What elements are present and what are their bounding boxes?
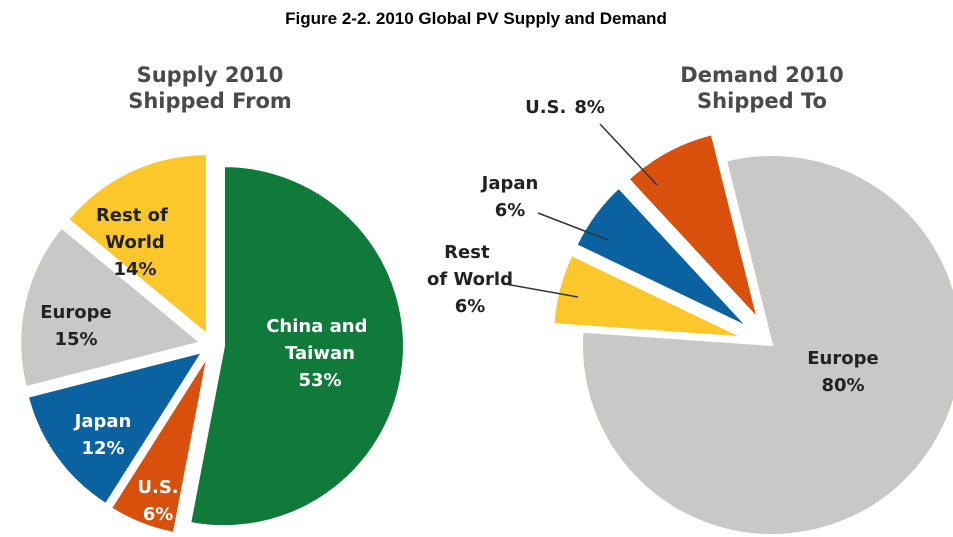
slice-label: Japan 12% bbox=[73, 411, 132, 459]
slice-category: Rest of World bbox=[427, 242, 513, 290]
pie-slice bbox=[581, 154, 953, 536]
pie-slice bbox=[19, 226, 203, 389]
leader-line bbox=[599, 123, 658, 186]
label-line: Japan bbox=[480, 173, 539, 194]
leader-line bbox=[504, 283, 579, 298]
slice-category: Europe bbox=[807, 348, 878, 369]
label-line: Taiwan bbox=[285, 343, 355, 364]
pie-subtitle: Shipped From bbox=[128, 89, 292, 113]
slice-value: 12% bbox=[81, 438, 124, 459]
slice-label: Rest of World 6% bbox=[427, 242, 513, 317]
slice-category: Japan bbox=[480, 173, 539, 194]
pie-slice bbox=[26, 350, 205, 506]
label-line: Rest of bbox=[96, 205, 174, 226]
label-line: Japan bbox=[73, 411, 132, 432]
label-line: U.S. bbox=[137, 477, 178, 498]
slice-value: 15% bbox=[54, 329, 97, 350]
pie-slice bbox=[109, 355, 209, 535]
slice-label: Europe 80% bbox=[807, 348, 878, 396]
pie-slice bbox=[189, 165, 405, 528]
slice-value: 6% bbox=[495, 200, 526, 221]
pie-title: Demand 2010 bbox=[680, 63, 843, 87]
label-line: China and bbox=[266, 316, 374, 337]
label-line: Europe bbox=[40, 302, 111, 323]
slice-category: Japan bbox=[73, 411, 132, 432]
slice-label: U.S. 8% bbox=[525, 97, 605, 118]
label-line: Rest bbox=[444, 242, 496, 263]
slice-category: Rest of World bbox=[96, 205, 174, 253]
pie-slice bbox=[575, 186, 749, 329]
slice-category: China and Taiwan bbox=[266, 316, 374, 364]
slice-value: 14% bbox=[113, 259, 156, 280]
slice-category: U.S. bbox=[525, 97, 566, 118]
pie-slice bbox=[66, 153, 208, 337]
slice-category: U.S. bbox=[137, 477, 178, 498]
pie-subtitle: Shipped To bbox=[697, 89, 827, 113]
slice-category: Europe bbox=[40, 302, 111, 323]
label-line: of World bbox=[427, 269, 513, 290]
slice-value: 80% bbox=[821, 375, 864, 396]
label-line: World bbox=[105, 232, 165, 253]
slice-value: 8% bbox=[574, 97, 605, 118]
label-line: U.S. bbox=[525, 97, 566, 118]
slice-label: Japan 6% bbox=[480, 173, 539, 221]
slice-value: 6% bbox=[455, 296, 486, 317]
slice-value: 6% bbox=[143, 504, 174, 525]
slice-label: U.S. 6% bbox=[137, 477, 178, 525]
figure-title: Figure 2-2. 2010 Global PV Supply and De… bbox=[285, 9, 667, 28]
slice-label: China and Taiwan 53% bbox=[266, 316, 374, 391]
pie-slice bbox=[627, 133, 759, 320]
slice-label: Rest of World 14% bbox=[96, 205, 174, 280]
slice-label: Europe 15% bbox=[40, 302, 111, 350]
pie-title: Supply 2010 bbox=[137, 63, 284, 87]
label-line: Europe bbox=[807, 348, 878, 369]
leader-line bbox=[537, 212, 609, 241]
slice-value: 53% bbox=[298, 370, 341, 391]
pie-slice bbox=[552, 253, 744, 339]
